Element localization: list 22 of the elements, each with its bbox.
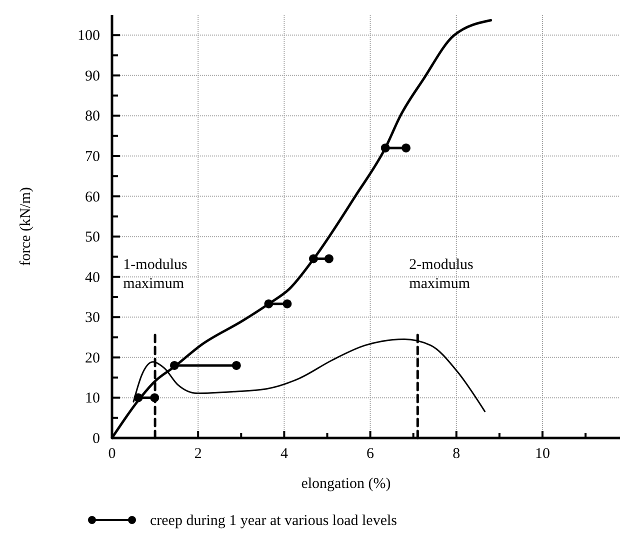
y-axis-title: force (kN/m) — [18, 187, 34, 266]
y-tick-label: 100 — [78, 28, 100, 44]
y-tick-label: 80 — [85, 108, 100, 125]
annotation: 1-modulus maximum — [123, 256, 188, 292]
y-tick-label: 50 — [85, 230, 100, 246]
y-tick-label: 30 — [85, 310, 100, 326]
y-tick-label: 10 — [85, 390, 100, 407]
x-tick-label: 4 — [280, 446, 288, 462]
x-tick-label: 8 — [452, 446, 460, 462]
y-tick-label: 60 — [85, 189, 100, 206]
y-tick-label: 40 — [85, 270, 100, 286]
y-tick-label: 0 — [92, 431, 100, 447]
y-tick-label: 20 — [85, 350, 100, 366]
x-tick-label: 0 — [108, 446, 116, 462]
x-tick-label: 2 — [194, 446, 202, 462]
x-tick-label: 6 — [366, 446, 375, 462]
x-axis-title: elongation (%) — [301, 476, 391, 492]
x-tick-label: 10 — [535, 446, 550, 462]
y-tick-label: 90 — [85, 68, 100, 84]
y-tick-label: 70 — [85, 149, 100, 165]
annotation: 2-modulus maximum — [409, 256, 474, 292]
legend-label: creep during 1 year at various load levels — [150, 513, 398, 529]
